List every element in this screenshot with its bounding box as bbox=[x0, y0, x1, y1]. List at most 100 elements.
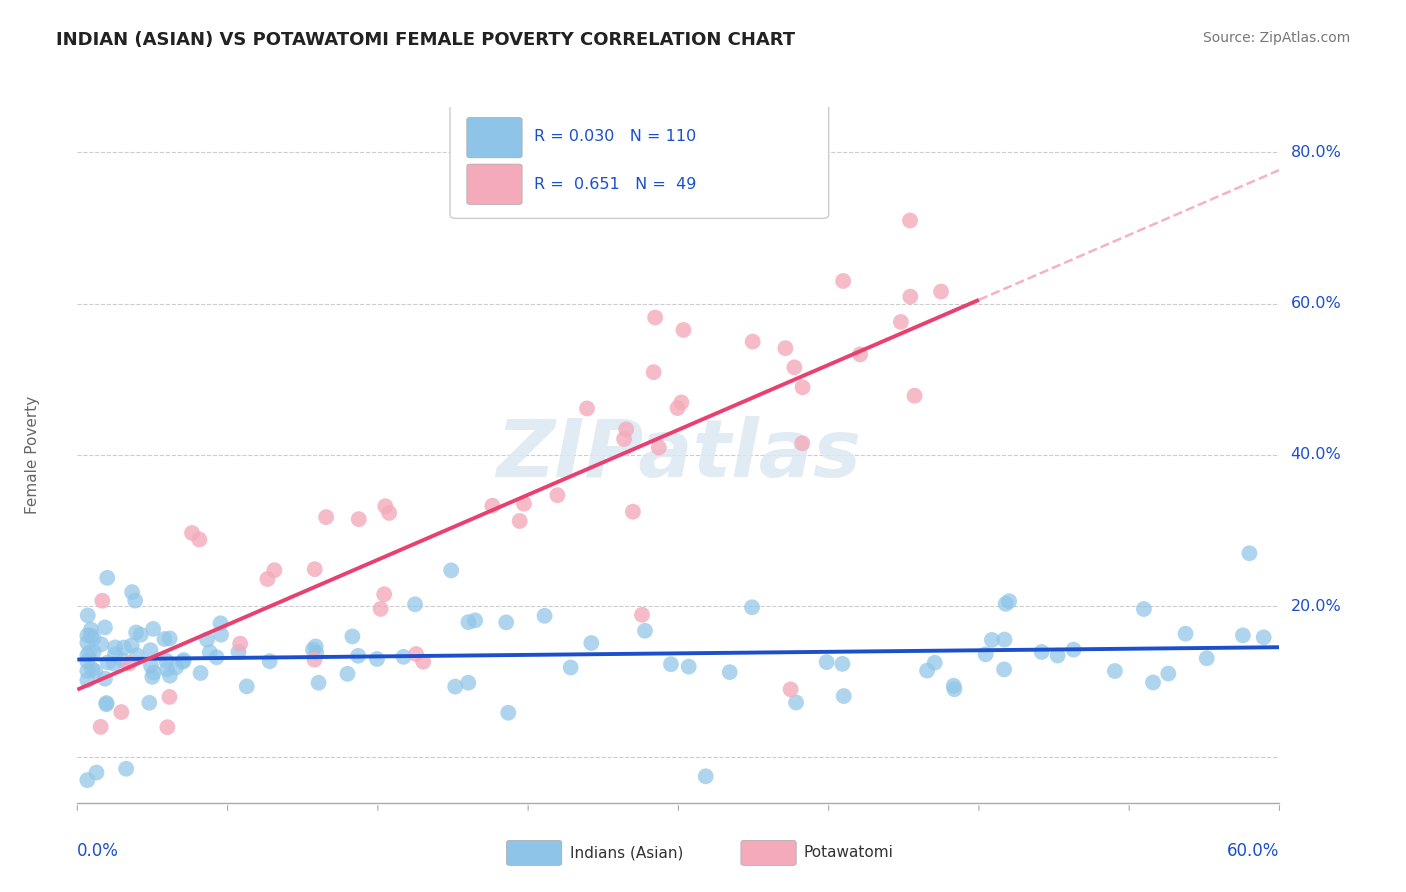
Point bbox=[129, 628, 152, 642]
Point bbox=[974, 647, 997, 661]
Point bbox=[890, 315, 912, 329]
Point bbox=[142, 665, 165, 680]
Point bbox=[308, 675, 330, 690]
Point bbox=[943, 682, 966, 697]
Point bbox=[1239, 546, 1261, 560]
Point bbox=[998, 594, 1021, 608]
Point bbox=[96, 696, 118, 710]
Point bbox=[1142, 675, 1164, 690]
Point bbox=[155, 654, 177, 668]
Point bbox=[1031, 645, 1053, 659]
Point bbox=[775, 341, 797, 355]
Point bbox=[533, 608, 555, 623]
Point bbox=[1253, 631, 1275, 645]
Point bbox=[993, 662, 1015, 676]
Point bbox=[159, 632, 181, 646]
Point bbox=[1157, 666, 1180, 681]
Point bbox=[370, 602, 392, 616]
Point bbox=[111, 653, 134, 667]
Point bbox=[392, 649, 415, 664]
Point bbox=[373, 587, 395, 601]
Point bbox=[993, 632, 1015, 647]
Point bbox=[942, 679, 965, 693]
Point bbox=[139, 643, 162, 657]
Text: Indians (Asian): Indians (Asian) bbox=[571, 846, 683, 861]
Point bbox=[815, 655, 838, 669]
Point bbox=[412, 655, 434, 669]
Point bbox=[173, 653, 195, 667]
Point bbox=[159, 669, 181, 683]
Point bbox=[378, 506, 401, 520]
Point bbox=[980, 632, 1002, 647]
Point bbox=[83, 631, 105, 645]
Point bbox=[97, 656, 120, 670]
Point bbox=[366, 652, 388, 666]
Point bbox=[205, 650, 228, 665]
Point bbox=[104, 648, 127, 662]
Point bbox=[672, 323, 695, 337]
Point bbox=[91, 593, 114, 607]
Point bbox=[644, 310, 666, 325]
Text: 80.0%: 80.0% bbox=[1291, 145, 1341, 160]
Point bbox=[374, 500, 396, 514]
Point bbox=[229, 637, 252, 651]
Point bbox=[256, 572, 278, 586]
Text: R = 0.030   N = 110: R = 0.030 N = 110 bbox=[534, 129, 696, 145]
Text: Source: ZipAtlas.com: Source: ZipAtlas.com bbox=[1202, 31, 1350, 45]
Point bbox=[103, 657, 125, 671]
Point bbox=[157, 690, 180, 704]
FancyBboxPatch shape bbox=[450, 103, 828, 219]
Point bbox=[621, 505, 644, 519]
Point bbox=[576, 401, 599, 416]
Text: Potawatomi: Potawatomi bbox=[803, 846, 893, 861]
FancyBboxPatch shape bbox=[741, 840, 796, 865]
Point bbox=[209, 628, 232, 642]
Point bbox=[315, 510, 337, 524]
Point bbox=[76, 635, 98, 649]
Point bbox=[581, 636, 603, 650]
Point bbox=[671, 395, 693, 409]
FancyBboxPatch shape bbox=[467, 164, 522, 204]
Point bbox=[898, 213, 921, 227]
Point bbox=[648, 441, 671, 455]
Point bbox=[405, 647, 427, 661]
Text: INDIAN (ASIAN) VS POTAWATOMI FEMALE POVERTY CORRELATION CHART: INDIAN (ASIAN) VS POTAWATOMI FEMALE POVE… bbox=[56, 31, 796, 49]
Text: ZIPatlas: ZIPatlas bbox=[496, 416, 860, 494]
Point bbox=[718, 665, 741, 680]
Point bbox=[83, 645, 105, 659]
Point bbox=[347, 648, 370, 663]
Point bbox=[121, 585, 143, 599]
Point bbox=[785, 696, 807, 710]
Point bbox=[1133, 602, 1156, 616]
Point bbox=[849, 347, 872, 361]
Point bbox=[495, 615, 517, 630]
FancyBboxPatch shape bbox=[467, 118, 522, 158]
Point bbox=[832, 274, 855, 288]
Point bbox=[76, 628, 98, 642]
Point bbox=[141, 670, 163, 684]
Point bbox=[1195, 651, 1218, 665]
Point bbox=[165, 660, 187, 674]
Point bbox=[79, 645, 101, 659]
Point bbox=[115, 762, 138, 776]
Point bbox=[94, 672, 117, 686]
Point bbox=[678, 659, 700, 673]
Point bbox=[190, 666, 212, 681]
Point bbox=[481, 499, 503, 513]
Point bbox=[90, 637, 112, 651]
Point bbox=[631, 607, 654, 622]
Point bbox=[613, 432, 636, 446]
Point bbox=[142, 622, 165, 636]
Point bbox=[156, 662, 179, 676]
Point bbox=[509, 514, 531, 528]
Point bbox=[84, 664, 107, 678]
Point bbox=[634, 624, 657, 638]
Point bbox=[336, 666, 359, 681]
Point bbox=[994, 597, 1017, 611]
Point bbox=[903, 389, 925, 403]
Point bbox=[659, 657, 682, 672]
Point bbox=[1104, 664, 1126, 678]
Point bbox=[263, 563, 285, 577]
Point bbox=[1174, 626, 1197, 640]
Point bbox=[125, 648, 148, 663]
